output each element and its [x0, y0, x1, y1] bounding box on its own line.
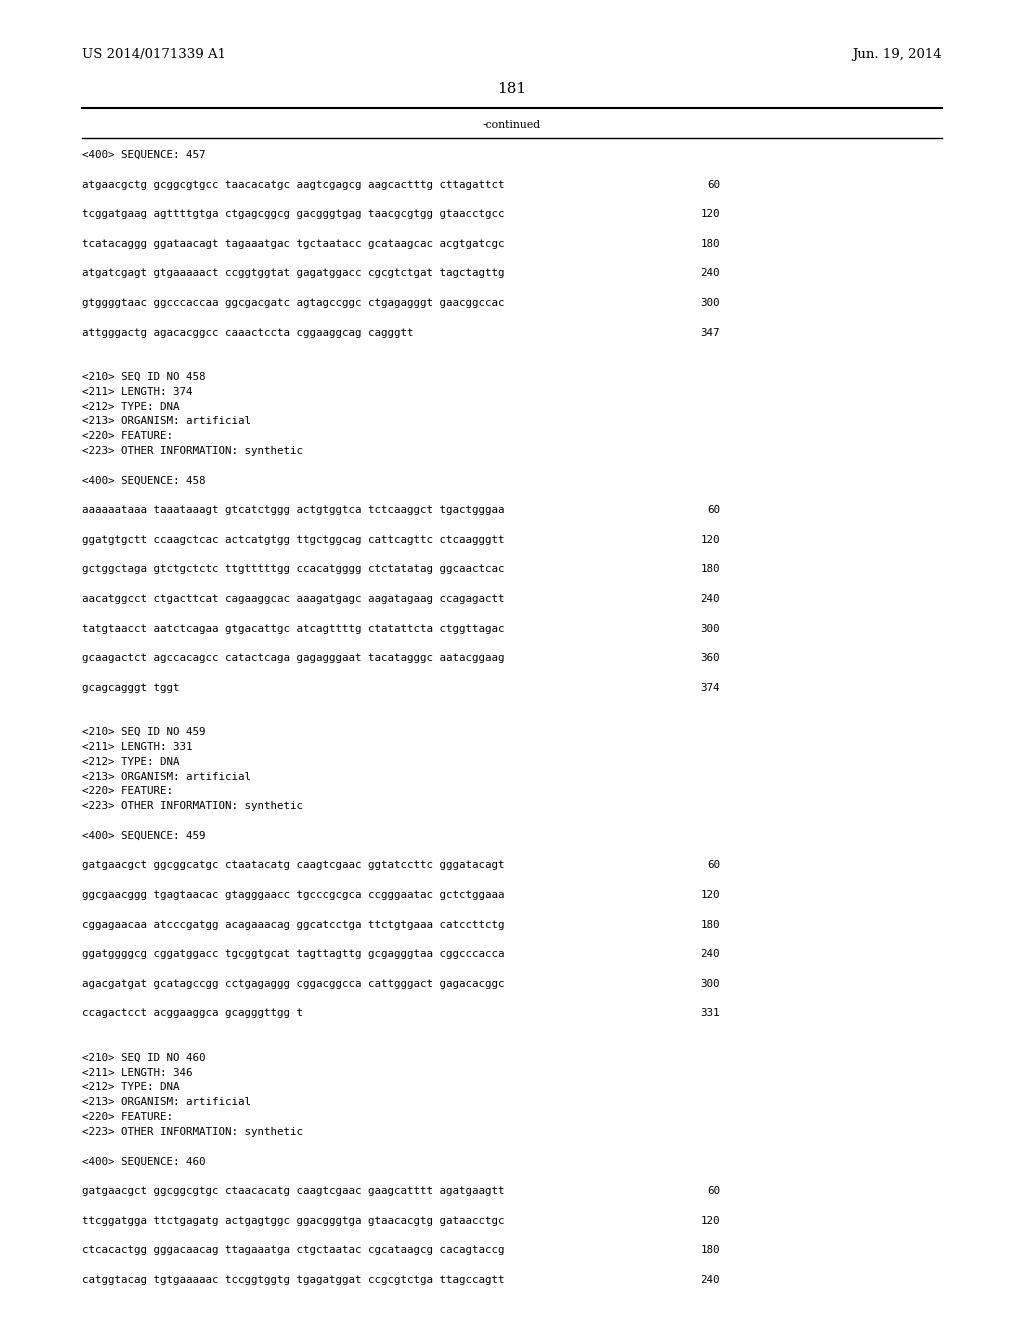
Text: 180: 180	[700, 565, 720, 574]
Text: <210> SEQ ID NO 459: <210> SEQ ID NO 459	[82, 727, 206, 737]
Text: 60: 60	[707, 180, 720, 190]
Text: <400> SEQUENCE: 458: <400> SEQUENCE: 458	[82, 475, 206, 486]
Text: <213> ORGANISM: artificial: <213> ORGANISM: artificial	[82, 416, 251, 426]
Text: ggatgtgctt ccaagctcac actcatgtgg ttgctggcag cattcagttc ctcaagggtt: ggatgtgctt ccaagctcac actcatgtgg ttgctgg…	[82, 535, 505, 545]
Text: tatgtaacct aatctcagaa gtgacattgc atcagttttg ctatattcta ctggttagac: tatgtaacct aatctcagaa gtgacattgc atcagtt…	[82, 623, 505, 634]
Text: <210> SEQ ID NO 460: <210> SEQ ID NO 460	[82, 1053, 206, 1063]
Text: <213> ORGANISM: artificial: <213> ORGANISM: artificial	[82, 1097, 251, 1107]
Text: 240: 240	[700, 594, 720, 605]
Text: 347: 347	[700, 327, 720, 338]
Text: cggagaacaa atcccgatgg acagaaacag ggcatcctga ttctgtgaaa catccttctg: cggagaacaa atcccgatgg acagaaacag ggcatcc…	[82, 920, 505, 929]
Text: 60: 60	[707, 506, 720, 515]
Text: <400> SEQUENCE: 459: <400> SEQUENCE: 459	[82, 830, 206, 841]
Text: 180: 180	[700, 920, 720, 929]
Text: 180: 180	[700, 1245, 720, 1255]
Text: <223> OTHER INFORMATION: synthetic: <223> OTHER INFORMATION: synthetic	[82, 801, 303, 812]
Text: 374: 374	[700, 682, 720, 693]
Text: 300: 300	[700, 298, 720, 308]
Text: aacatggcct ctgacttcat cagaaggcac aaagatgagc aagatagaag ccagagactt: aacatggcct ctgacttcat cagaaggcac aaagatg…	[82, 594, 505, 605]
Text: 181: 181	[498, 82, 526, 96]
Text: atgatcgagt gtgaaaaact ccggtggtat gagatggacc cgcgtctgat tagctagttg: atgatcgagt gtgaaaaact ccggtggtat gagatgg…	[82, 268, 505, 279]
Text: <223> OTHER INFORMATION: synthetic: <223> OTHER INFORMATION: synthetic	[82, 446, 303, 455]
Text: <400> SEQUENCE: 460: <400> SEQUENCE: 460	[82, 1156, 206, 1167]
Text: 300: 300	[700, 979, 720, 989]
Text: 360: 360	[700, 653, 720, 663]
Text: 331: 331	[700, 1008, 720, 1019]
Text: <212> TYPE: DNA: <212> TYPE: DNA	[82, 756, 179, 767]
Text: 60: 60	[707, 1185, 720, 1196]
Text: <211> LENGTH: 374: <211> LENGTH: 374	[82, 387, 193, 397]
Text: <220> FEATURE:: <220> FEATURE:	[82, 432, 173, 441]
Text: aaaaaataaa taaataaagt gtcatctggg actgtggtca tctcaaggct tgactgggaa: aaaaaataaa taaataaagt gtcatctggg actgtgg…	[82, 506, 505, 515]
Text: <220> FEATURE:: <220> FEATURE:	[82, 1111, 173, 1122]
Text: gatgaacgct ggcggcatgc ctaatacatg caagtcgaac ggtatccttc gggatacagt: gatgaacgct ggcggcatgc ctaatacatg caagtcg…	[82, 861, 505, 870]
Text: US 2014/0171339 A1: US 2014/0171339 A1	[82, 48, 226, 61]
Text: 120: 120	[700, 209, 720, 219]
Text: 120: 120	[700, 535, 720, 545]
Text: tcatacaggg ggataacagt tagaaatgac tgctaatacc gcataagcac acgtgatcgc: tcatacaggg ggataacagt tagaaatgac tgctaat…	[82, 239, 505, 248]
Text: 240: 240	[700, 1275, 720, 1284]
Text: ttcggatgga ttctgagatg actgagtggc ggacgggtga gtaacacgtg gataacctgc: ttcggatgga ttctgagatg actgagtggc ggacggg…	[82, 1216, 505, 1225]
Text: 240: 240	[700, 949, 720, 960]
Text: <212> TYPE: DNA: <212> TYPE: DNA	[82, 401, 179, 412]
Text: agacgatgat gcatagccgg cctgagaggg cggacggcca cattgggact gagacacggc: agacgatgat gcatagccgg cctgagaggg cggacgg…	[82, 979, 505, 989]
Text: 60: 60	[707, 861, 720, 870]
Text: <210> SEQ ID NO 458: <210> SEQ ID NO 458	[82, 372, 206, 381]
Text: gcaagactct agccacagcc catactcaga gagagggaat tacatagggc aatacggaag: gcaagactct agccacagcc catactcaga gagaggg…	[82, 653, 505, 663]
Text: 120: 120	[700, 1216, 720, 1225]
Text: <211> LENGTH: 331: <211> LENGTH: 331	[82, 742, 193, 752]
Text: ccagactcct acggaaggca gcagggttgg t: ccagactcct acggaaggca gcagggttgg t	[82, 1008, 303, 1019]
Text: catggtacag tgtgaaaaac tccggtggtg tgagatggat ccgcgtctga ttagccagtt: catggtacag tgtgaaaaac tccggtggtg tgagatg…	[82, 1275, 505, 1284]
Text: Jun. 19, 2014: Jun. 19, 2014	[852, 48, 942, 61]
Text: atgaacgctg gcggcgtgcc taacacatgc aagtcgagcg aagcactttg cttagattct: atgaacgctg gcggcgtgcc taacacatgc aagtcga…	[82, 180, 505, 190]
Text: ggatggggcg cggatggacc tgcggtgcat tagttagttg gcgagggtaa cggcccacca: ggatggggcg cggatggacc tgcggtgcat tagttag…	[82, 949, 505, 960]
Text: <213> ORGANISM: artificial: <213> ORGANISM: artificial	[82, 772, 251, 781]
Text: 300: 300	[700, 623, 720, 634]
Text: <223> OTHER INFORMATION: synthetic: <223> OTHER INFORMATION: synthetic	[82, 1127, 303, 1137]
Text: gctggctaga gtctgctctc ttgtttttgg ccacatgggg ctctatatag ggcaactcac: gctggctaga gtctgctctc ttgtttttgg ccacatg…	[82, 565, 505, 574]
Text: gtggggtaac ggcccaccaa ggcgacgatc agtagccggc ctgagagggt gaacggccac: gtggggtaac ggcccaccaa ggcgacgatc agtagcc…	[82, 298, 505, 308]
Text: 240: 240	[700, 268, 720, 279]
Text: -continued: -continued	[483, 120, 541, 129]
Text: <212> TYPE: DNA: <212> TYPE: DNA	[82, 1082, 179, 1093]
Text: tcggatgaag agttttgtga ctgagcggcg gacgggtgag taacgcgtgg gtaacctgcc: tcggatgaag agttttgtga ctgagcggcg gacgggt…	[82, 209, 505, 219]
Text: gatgaacgct ggcggcgtgc ctaacacatg caagtcgaac gaagcatttt agatgaagtt: gatgaacgct ggcggcgtgc ctaacacatg caagtcg…	[82, 1185, 505, 1196]
Text: <220> FEATURE:: <220> FEATURE:	[82, 787, 173, 796]
Text: 180: 180	[700, 239, 720, 248]
Text: attgggactg agacacggcc caaactccta cggaaggcag cagggtt: attgggactg agacacggcc caaactccta cggaagg…	[82, 327, 414, 338]
Text: ggcgaacggg tgagtaacac gtagggaacc tgcccgcgca ccgggaatac gctctggaaa: ggcgaacggg tgagtaacac gtagggaacc tgcccgc…	[82, 890, 505, 900]
Text: gcagcagggt tggt: gcagcagggt tggt	[82, 682, 179, 693]
Text: <211> LENGTH: 346: <211> LENGTH: 346	[82, 1068, 193, 1077]
Text: <400> SEQUENCE: 457: <400> SEQUENCE: 457	[82, 150, 206, 160]
Text: 120: 120	[700, 890, 720, 900]
Text: ctcacactgg gggacaacag ttagaaatga ctgctaatac cgcataagcg cacagtaccg: ctcacactgg gggacaacag ttagaaatga ctgctaa…	[82, 1245, 505, 1255]
